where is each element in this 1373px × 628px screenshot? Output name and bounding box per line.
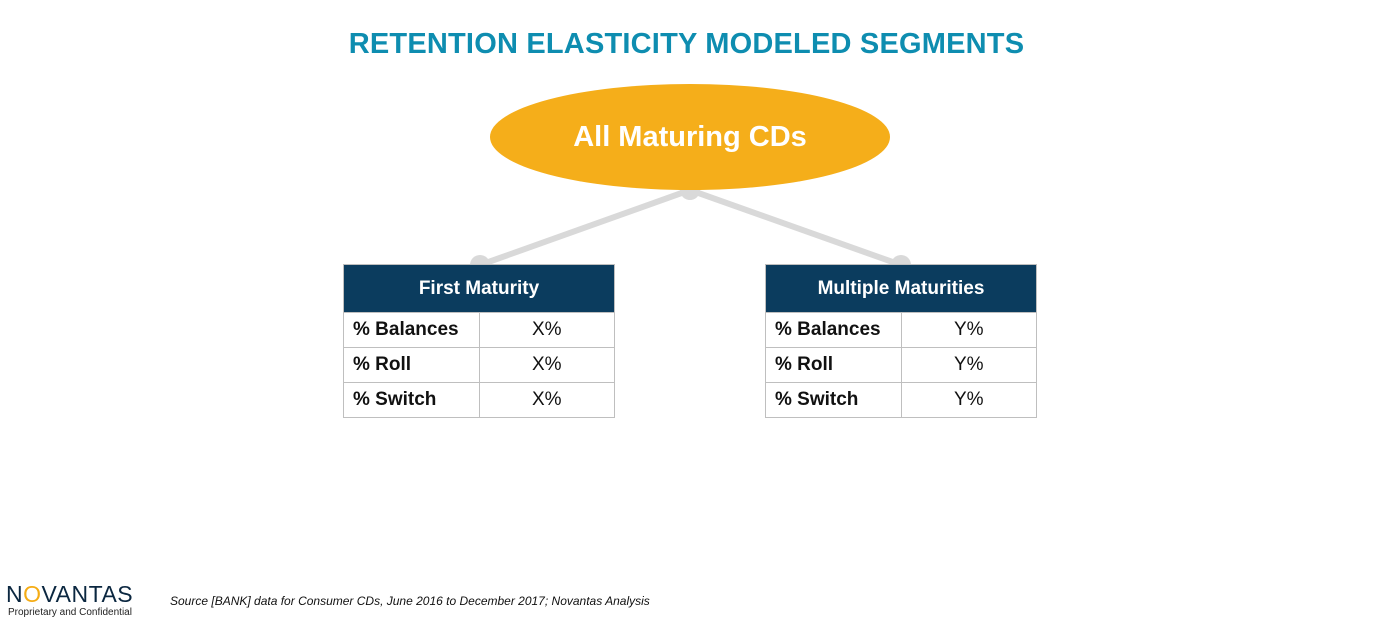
metric-value: X% — [478, 382, 615, 418]
table-row: % Roll X% — [343, 347, 615, 383]
connector-right — [687, 187, 904, 268]
confidential-notice: Proprietary and Confidential — [8, 607, 132, 618]
metric-label: % Switch — [343, 382, 480, 418]
metric-value: Y% — [900, 347, 1037, 383]
logo-text-pre: N — [6, 581, 24, 607]
table-row: % Switch Y% — [765, 382, 1037, 418]
logo-text-post: VANTAS — [41, 581, 134, 607]
metric-label: % Balances — [765, 312, 902, 348]
metric-value: X% — [478, 312, 615, 348]
source-note: Source [BANK] data for Consumer CDs, Jun… — [170, 594, 650, 608]
table-row: % Balances X% — [343, 312, 615, 348]
metric-label: % Roll — [343, 347, 480, 383]
segment-table-first-maturity: First Maturity % Balances X% % Roll X% %… — [343, 264, 615, 418]
novantas-logo: NOVANTAS — [6, 581, 133, 608]
segment-header: First Maturity — [343, 264, 615, 313]
metric-label: % Switch — [765, 382, 902, 418]
table-row: % Switch X% — [343, 382, 615, 418]
metric-label: % Balances — [343, 312, 480, 348]
table-row: % Balances Y% — [765, 312, 1037, 348]
metric-value: Y% — [900, 312, 1037, 348]
metric-value: X% — [478, 347, 615, 383]
segment-header: Multiple Maturities — [765, 264, 1037, 313]
logo-text-o: O — [23, 581, 42, 607]
metric-value: Y% — [900, 382, 1037, 418]
page-title: RETENTION ELASTICITY MODELED SEGMENTS — [348, 28, 1025, 60]
root-node-label: All Maturing CDs — [573, 120, 807, 153]
table-row: % Roll Y% — [765, 347, 1037, 383]
root-node-all-maturing-cds: All Maturing CDs — [490, 84, 890, 190]
connector-left — [477, 187, 693, 268]
metric-label: % Roll — [765, 347, 902, 383]
segment-table-multiple-maturities: Multiple Maturities % Balances Y% % Roll… — [765, 264, 1037, 418]
